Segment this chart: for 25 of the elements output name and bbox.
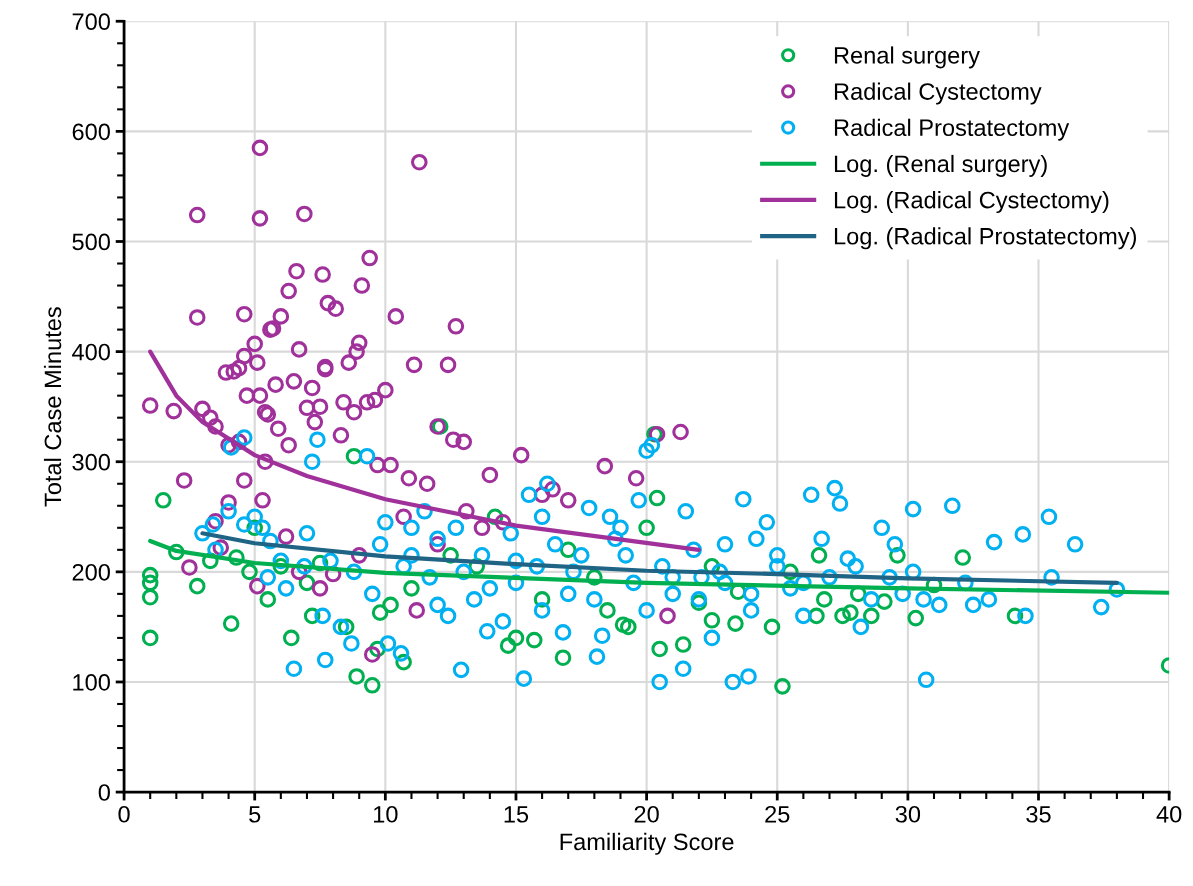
x-tick-label: 40 <box>1156 805 1182 823</box>
legend-label: Radical Prostatectomy <box>834 118 1070 141</box>
y-tick-label: 0 <box>98 784 110 801</box>
x-tick-label: 0 <box>118 805 130 823</box>
y-tick-label: 100 <box>73 674 110 691</box>
y-tick-label: 300 <box>72 453 110 471</box>
x-tick-label: 15 <box>504 806 529 823</box>
legend-label: Radical Cystectomy <box>834 82 1042 105</box>
y-tick-label: 600 <box>72 123 110 141</box>
x-tick-label: 25 <box>765 805 790 823</box>
legend-label: Log. (Renal surgery) <box>834 154 1047 177</box>
y-tick-label: 200 <box>72 563 110 581</box>
legend-label: Renal surgery <box>834 46 980 69</box>
x-tick-label: 20 <box>634 805 659 823</box>
x-tick-label: 10 <box>374 805 398 823</box>
x-tick-label: 35 <box>1026 805 1051 823</box>
x-tick-label: 30 <box>895 805 921 823</box>
y-tick-label: 500 <box>72 233 110 251</box>
y-tick-label: 700 <box>72 13 110 31</box>
legend-label: Log. (Radical Cystectomy) <box>834 191 1109 214</box>
x-tick-label: 5 <box>249 806 261 823</box>
legend-label: Log. (Radical Prostatectomy) <box>834 227 1136 250</box>
y-tick-label: 400 <box>72 343 110 361</box>
x-axis-title: Familiarity Score <box>560 832 734 855</box>
y-axis-title: Total Case Minutes <box>43 307 62 507</box>
